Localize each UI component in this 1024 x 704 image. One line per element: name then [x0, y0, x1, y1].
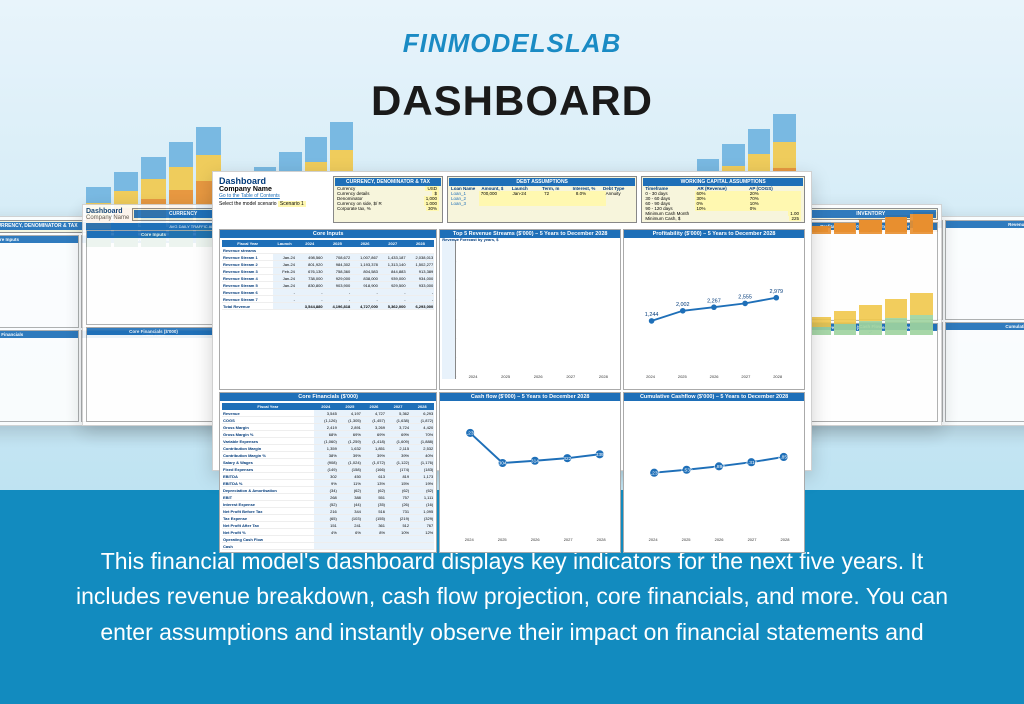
svg-text:2,316: 2,316 — [745, 460, 757, 466]
svg-text:2,855: 2,855 — [778, 455, 790, 461]
svg-text:1,244: 1,244 — [645, 312, 659, 318]
toc-link[interactable]: Go to the Table of Contents — [219, 193, 329, 199]
svg-text:1,235: 1,235 — [648, 470, 660, 476]
svg-text:339: 339 — [596, 452, 604, 458]
main-header-row: Dashboard Company Name Go to the Table o… — [213, 172, 811, 227]
company-name: Company Name — [219, 186, 329, 193]
side-title: Dashboard — [86, 208, 129, 215]
panel-core-financials: Core Financials ($'000) Fiscal Year20242… — [219, 392, 437, 553]
debt-box-title: DEBT ASSUMPTIONS — [449, 178, 635, 186]
panel-cashflow: Cash flow ($'000) – 5 Years to December … — [439, 392, 621, 553]
slide-carousel: DashboardCompany Name CURRENCY, DENOMINA… — [0, 166, 1024, 476]
svg-text:314: 314 — [531, 458, 539, 464]
svg-text:2,002: 2,002 — [676, 302, 690, 308]
page-title: DASHBOARD — [371, 77, 653, 125]
svg-text:1,894: 1,894 — [713, 464, 725, 470]
currency-box-title: CURRENCY, DENOMINATOR & TAX — [335, 178, 441, 186]
panel-profitability: Profitability ($'000) – 5 Years to Decem… — [623, 229, 805, 390]
hero-section: FINMODELSLAB DASHBOARD DashboardCompany … — [0, 0, 1024, 490]
svg-text:1,539: 1,539 — [681, 467, 693, 473]
svg-text:2,555: 2,555 — [738, 295, 752, 301]
panel-core-inputs: Core Inputs Fiscal YearLaunch20242025202… — [219, 229, 437, 390]
panel-revenue-chart: Top 5 Revenue Streams ($'000) – 5 Years … — [439, 229, 621, 390]
brand-logo: FINMODELSLAB — [403, 28, 622, 59]
slide-main: Dashboard Company Name Go to the Table o… — [212, 171, 812, 471]
svg-text:2,267: 2,267 — [707, 299, 721, 305]
main-dash-title: Dashboard — [219, 176, 329, 186]
description-text: This financial model's dashboard display… — [60, 544, 964, 651]
svg-text:322: 322 — [564, 456, 572, 462]
svg-text:304: 304 — [499, 461, 507, 467]
wc-box-title: WORKING CAPITAL ASSUMPTIONS — [643, 178, 803, 186]
panel-cumulative-cf: Cumulative Cashflow ($'000) – 5 Years to… — [623, 392, 805, 553]
svg-text:2,979: 2,979 — [770, 289, 784, 295]
svg-text:1,235: 1,235 — [464, 431, 476, 437]
charts-grid: Core Inputs Fiscal YearLaunch20242025202… — [213, 227, 811, 555]
